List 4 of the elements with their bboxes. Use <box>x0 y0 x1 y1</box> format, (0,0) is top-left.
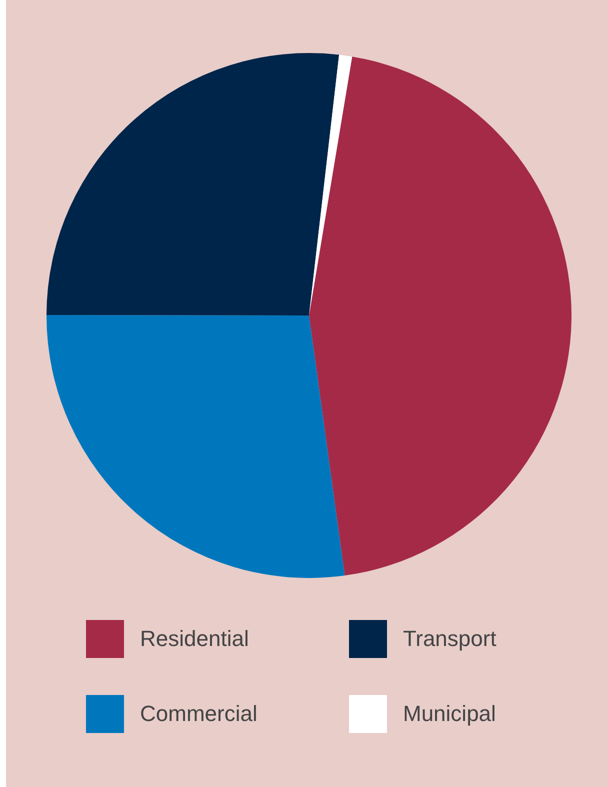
legend-label: Residential <box>140 626 249 652</box>
legend-label: Transport <box>403 626 496 652</box>
legend-label: Municipal <box>403 701 496 727</box>
legend-label: Commercial <box>140 701 258 727</box>
